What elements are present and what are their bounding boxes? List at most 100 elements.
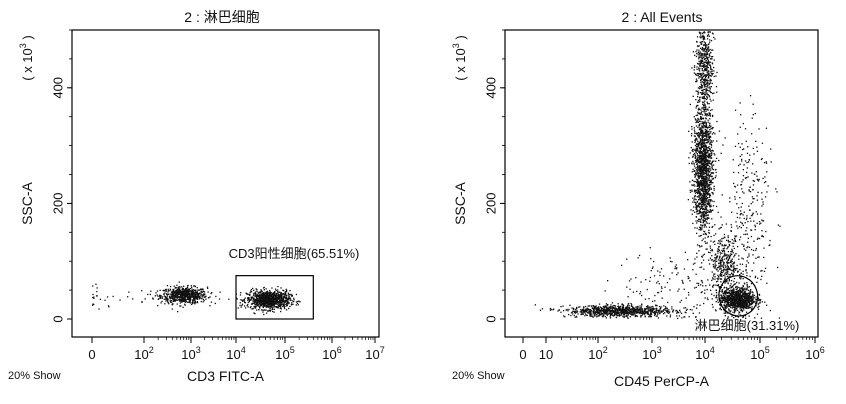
data-point: [192, 301, 194, 303]
data-point: [709, 208, 711, 211]
data-point: [697, 166, 699, 168]
data-point: [701, 200, 703, 203]
data-point: [609, 317, 612, 319]
data-point: [293, 297, 295, 299]
data-point: [701, 65, 703, 67]
data-point: [703, 37, 705, 39]
data-point: [656, 305, 658, 307]
data-point: [295, 301, 298, 303]
data-point: [260, 289, 262, 291]
data-point: [640, 312, 642, 314]
data-point: [583, 306, 585, 309]
data-point: [190, 285, 192, 287]
data-point: [132, 298, 134, 300]
data-point: [193, 298, 195, 300]
data-point: [708, 35, 710, 37]
data-point: [659, 311, 661, 313]
data-point: [708, 130, 710, 133]
data-point: [696, 142, 698, 145]
data-point: [696, 80, 698, 83]
data-point: [710, 125, 712, 127]
data-point: [697, 165, 699, 167]
data-point: [166, 295, 169, 297]
data-point: [708, 190, 710, 192]
data-point: [262, 300, 264, 303]
data-point: [705, 157, 707, 159]
data-point: [271, 294, 273, 296]
data-point: [710, 183, 712, 185]
data-point: [285, 302, 288, 304]
data-point: [600, 306, 602, 309]
data-point: [618, 314, 620, 316]
data-point: [691, 179, 694, 181]
data-point: [704, 188, 706, 190]
data-point: [292, 303, 294, 305]
data-point: [719, 278, 721, 280]
data-point: [250, 289, 253, 291]
data-point: [607, 313, 609, 315]
data-point: [573, 314, 575, 317]
data-point: [695, 73, 697, 75]
data-point: [706, 58, 709, 60]
data-point: [707, 193, 709, 196]
data-point: [290, 294, 292, 296]
data-point: [703, 92, 705, 94]
data-point: [704, 61, 706, 63]
data-point: [575, 311, 577, 313]
data-point: [603, 308, 606, 311]
data-point: [699, 117, 702, 120]
data-point: [706, 189, 708, 191]
data-point: [178, 287, 180, 290]
data-point: [266, 293, 269, 295]
data-point: [196, 301, 198, 303]
data-point: [710, 68, 712, 70]
data-point: [585, 308, 587, 310]
data-point: [706, 62, 708, 65]
data-point: [699, 161, 701, 163]
data-point: [704, 42, 707, 44]
data-point: [576, 311, 579, 313]
data-point: [710, 52, 712, 54]
data-point: [696, 74, 698, 76]
data-point: [693, 173, 696, 176]
data-point: [702, 50, 704, 52]
data-point: [580, 309, 582, 311]
data-point: [699, 32, 702, 34]
data-point: [621, 310, 623, 313]
data-point: [699, 185, 701, 187]
data-point: [699, 170, 702, 172]
data-point: [541, 308, 544, 310]
data-point: [706, 138, 708, 140]
data-point: [709, 199, 711, 201]
data-point: [702, 190, 704, 192]
data-point: [262, 306, 265, 308]
data-point: [587, 308, 589, 311]
data-point: [266, 300, 268, 302]
data-point: [606, 313, 608, 315]
data-point: [641, 308, 643, 310]
data-point: [696, 210, 699, 212]
data-point: [285, 293, 287, 295]
data-point: [709, 132, 711, 134]
data-point: [691, 162, 693, 164]
data-point: [248, 301, 250, 303]
data-point: [199, 289, 201, 291]
data-point: [612, 311, 614, 314]
data-point: [239, 294, 242, 296]
data-point: [197, 289, 199, 291]
data-point: [695, 147, 697, 150]
data-point: [703, 111, 705, 113]
data-point: [276, 295, 278, 298]
data-point: [709, 90, 711, 92]
data-point: [580, 313, 582, 316]
data-point: [650, 313, 653, 316]
data-point: [712, 56, 714, 58]
data-point: [706, 53, 709, 55]
data-point: [704, 180, 706, 183]
data-point: [707, 71, 709, 73]
data-point: [707, 94, 709, 96]
data-point: [700, 55, 702, 57]
data-point: [562, 310, 565, 312]
data-point: [168, 295, 171, 297]
data-point: [696, 52, 698, 55]
